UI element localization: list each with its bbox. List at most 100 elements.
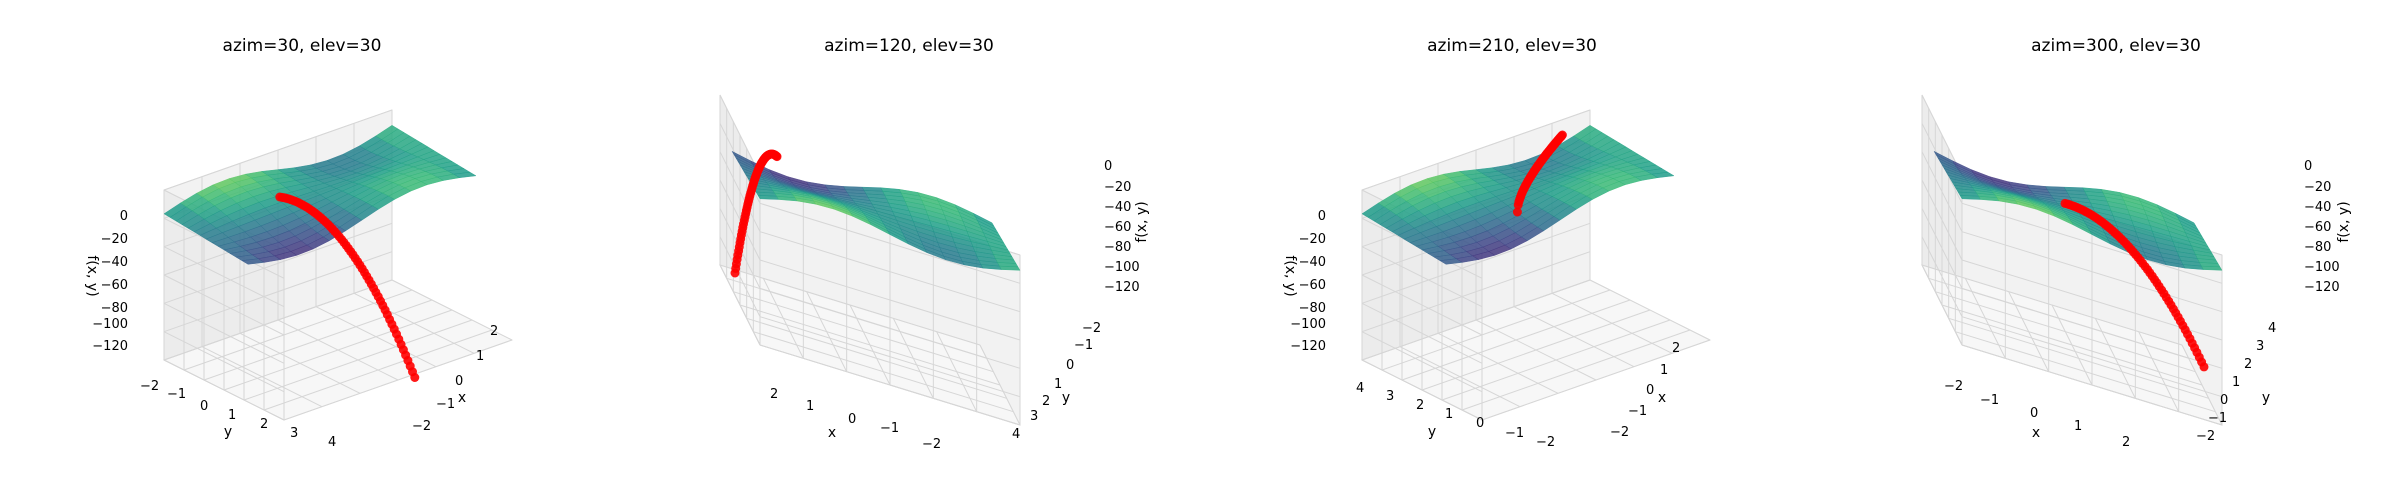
z-tick-label: −60 (1104, 220, 1131, 235)
y-tick-label: −2 (2196, 429, 2215, 444)
y-tick-label: −1 (1074, 338, 1093, 353)
x-axis-label: x (828, 425, 836, 441)
gridline (1928, 277, 2189, 359)
y-tick-label: 0 (1066, 358, 1074, 373)
y-tick-label: 2 (1416, 398, 1424, 413)
x-tick-label: 2 (770, 387, 778, 402)
surface-patch (2174, 212, 2197, 227)
z-tick-label: −80 (2304, 240, 2331, 255)
y-tick-label: 2 (2244, 357, 2252, 372)
plot-area (719, 94, 1021, 426)
z-tick-label: 0 (120, 209, 128, 224)
y-tick-label: −1 (2208, 411, 2227, 426)
z-tick-label: −120 (1290, 339, 1326, 354)
subplot-title: azim=30, elev=30 (223, 36, 382, 56)
y-axis-label: y (2262, 390, 2270, 406)
y-tick-label: 4 (1012, 427, 1020, 442)
subplot-1: azim=30, elev=30 x y f(x, y) 2 1 0 −1 −2… (84, 36, 514, 450)
y-tick-label: 4 (1356, 381, 1364, 396)
plot-area (1360, 109, 1712, 421)
z-tick-label: −40 (2304, 200, 2331, 215)
gridline (163, 109, 393, 191)
gridline (1921, 264, 2183, 346)
x-tick-label: −1 (1980, 393, 1999, 408)
y-tick-label: 3 (1030, 409, 1038, 424)
z-tick-label: −120 (1104, 280, 1140, 295)
gridline (1961, 202, 2223, 284)
plot-area (1921, 94, 2223, 426)
gridline (979, 344, 1021, 426)
x-tick-label: −2 (1944, 379, 1963, 394)
x-tick-label: 2 (1672, 341, 1680, 356)
y-axis-label: y (224, 424, 232, 440)
y-tick-label: 4 (328, 435, 336, 450)
gridline (283, 339, 513, 421)
plot-area (162, 109, 514, 421)
surface-patch (843, 186, 865, 191)
gridline (1361, 109, 1591, 191)
x-axis-label: x (2032, 425, 2040, 441)
x-axis-label: x (1658, 390, 1666, 406)
y-tick-label: 1 (1445, 407, 1453, 422)
x-tick-label: 1 (2074, 419, 2082, 434)
subplot-title: azim=120, elev=30 (824, 36, 994, 56)
z-tick-label: −20 (1104, 180, 1131, 195)
y-tick-label: 4 (2268, 321, 2276, 336)
x-tick-label: 0 (1646, 383, 1654, 398)
surface-patch (453, 171, 477, 178)
gridline (1921, 94, 1963, 176)
x-tick-label: 0 (2030, 406, 2038, 421)
z-tick-label: −40 (1299, 255, 1326, 270)
y-tick-label: 0 (2220, 393, 2228, 408)
z-tick-label: −120 (92, 339, 128, 354)
x-tick-label: 1 (806, 399, 814, 414)
x-tick-label: −2 (1610, 425, 1629, 440)
surface-patch (861, 186, 883, 192)
gridline (726, 277, 987, 359)
surface-patch (1651, 171, 1675, 178)
x-tick-label: −1 (436, 397, 455, 412)
z-tick-label: 0 (2304, 159, 2312, 174)
x-tick-label: −1 (1628, 404, 1647, 419)
y-tick-label: 3 (2256, 339, 2264, 354)
trajectory-point (410, 373, 420, 382)
gridline (263, 329, 493, 411)
y-tick-label: 0 (1476, 416, 1484, 431)
trajectory-point (1557, 130, 1567, 140)
surface-patch (2045, 186, 2067, 191)
z-axis-label: f(x, y) (2336, 201, 2352, 242)
z-tick-label: −100 (1290, 317, 1326, 332)
y-tick-label: 1 (228, 408, 236, 423)
z-tick-label: −60 (2304, 220, 2331, 235)
x-tick-label: −2 (412, 419, 431, 434)
gridline (719, 264, 981, 346)
z-tick-label: 0 (1104, 159, 1112, 174)
y-tick-label: 2 (260, 417, 268, 432)
surface-patch (2063, 186, 2085, 192)
gridline (2181, 344, 2223, 426)
y-tick-label: −1 (1505, 426, 1524, 441)
y-axis-label: y (1428, 424, 1436, 440)
x-axis-label: x (458, 390, 466, 406)
surface-patch (972, 212, 995, 227)
z-tick-label: −100 (1104, 260, 1140, 275)
x-tick-label: 2 (2122, 435, 2130, 450)
subplot-title: azim=300, elev=30 (2031, 36, 2201, 56)
z-axis-label: f(x, y) (84, 255, 100, 296)
z-tick-label: −40 (101, 255, 128, 270)
y-tick-label: 0 (200, 399, 208, 414)
z-tick-label: 0 (1318, 209, 1326, 224)
z-tick-label: −80 (101, 301, 128, 316)
z-axis-label: f(x, y) (1282, 255, 1298, 296)
y-tick-label: −2 (1536, 435, 1555, 450)
y-axis-label: y (1062, 390, 1070, 406)
x-tick-label: 1 (476, 349, 484, 364)
z-tick-label: −80 (1299, 301, 1326, 316)
gridline (719, 94, 761, 176)
z-tick-label: −100 (92, 317, 128, 332)
trajectory-point (1512, 207, 1522, 217)
trajectory-point (2199, 362, 2209, 372)
x-tick-label: 0 (848, 412, 856, 427)
gridline (1481, 339, 1711, 421)
x-tick-label: 2 (490, 324, 498, 339)
